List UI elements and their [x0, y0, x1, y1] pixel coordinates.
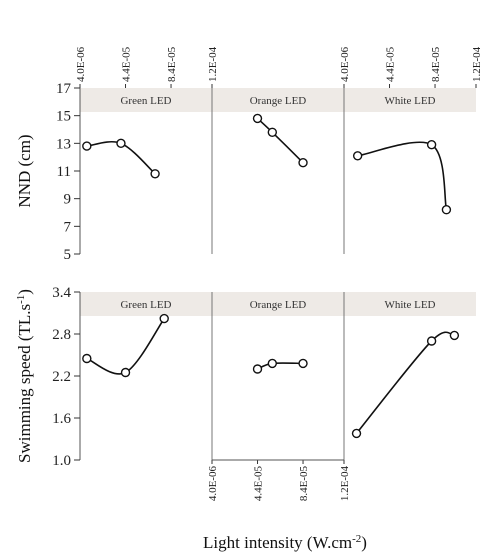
y-tick-label: 13 — [56, 136, 71, 152]
x-axis-title-end: ) — [361, 533, 367, 552]
x-axis-title-text: Light intensity (W.cm — [203, 533, 352, 552]
y-tick-label: 5 — [64, 247, 72, 263]
top-x-tick-label: 4.0E-06 — [339, 46, 351, 82]
data-point — [116, 138, 126, 149]
data-point — [82, 141, 92, 151]
top-x-tick-label: 4.4E-05 — [121, 46, 133, 82]
bottom-x-tick-label: 1.2E-04 — [339, 466, 351, 502]
data-point — [298, 358, 308, 369]
panel-title: Orange LED — [250, 299, 307, 311]
y-axis-title-end: ) — [15, 289, 34, 295]
bottom-x-tick-label: 8.4E-05 — [298, 466, 310, 502]
data-point — [120, 367, 131, 378]
data-point — [426, 140, 437, 150]
top-x-tick-label: 8.4E-05 — [166, 46, 178, 82]
panel-header-band — [80, 88, 476, 112]
y-axis-title-text: Swimming speed (TL.s — [15, 304, 34, 463]
panel-title: Green LED — [120, 95, 171, 107]
bottom-x-tick-label: 4.0E-06 — [207, 466, 219, 502]
data-point — [252, 364, 263, 374]
data-point — [449, 330, 460, 341]
y-tick-label: 2.8 — [52, 327, 71, 343]
bottom-x-tick-label: 4.4E-05 — [253, 466, 265, 502]
panel-title: White LED — [384, 95, 435, 107]
series-line — [256, 117, 304, 164]
data-point — [441, 205, 452, 215]
top-x-tick-label: 1.2E-04 — [471, 46, 483, 82]
panel-title: White LED — [384, 299, 435, 311]
x-axis-title: Light intensity (W.cm-2) — [203, 533, 367, 552]
chart-rows: 4.0E-06 4.4E-05 8.4E-05 1.2E-04 4.0E-06 4.4E-… — [15, 46, 483, 501]
y-tick-label: 15 — [56, 109, 71, 125]
data-point — [351, 428, 362, 439]
data-point — [267, 127, 278, 137]
y-tick-label: 7 — [64, 219, 72, 235]
y-axis-title: Swimming speed (TL.s-1) — [15, 289, 34, 463]
y-tick-label: 17 — [56, 81, 72, 97]
top-x-tick-label: 4.4E-05 — [385, 46, 397, 82]
series-line — [357, 141, 448, 210]
data-point — [298, 157, 308, 168]
y-tick-label: 11 — [57, 164, 71, 180]
series-line — [355, 331, 455, 434]
top-x-tick-label: 1.2E-04 — [207, 46, 219, 82]
data-point — [426, 336, 437, 346]
y-tick-label: 3.4 — [52, 285, 71, 301]
y-axis-title-text: NND (cm) — [15, 134, 34, 207]
series-line — [257, 362, 304, 370]
data-point — [352, 151, 363, 161]
panel-title: Green LED — [120, 299, 171, 311]
data-point — [267, 358, 278, 369]
y-tick-label: 1.6 — [52, 411, 71, 427]
y-axis-title-sup: -1 — [15, 295, 27, 304]
y-tick-label: 9 — [64, 192, 72, 208]
panel-title: Orange LED — [250, 95, 307, 107]
data-point — [252, 113, 263, 124]
y-tick-label: 1.0 — [52, 453, 71, 469]
y-tick-label: 2.2 — [52, 369, 71, 385]
x-axis-title-sup: -2 — [352, 533, 361, 545]
data-point — [159, 313, 169, 324]
data-point — [150, 169, 160, 179]
panel-header-band — [80, 292, 476, 316]
top-x-tick-label: 4.0E-06 — [75, 46, 87, 82]
y-axis-title: NND (cm) — [15, 134, 34, 207]
series-line — [86, 318, 165, 375]
top-x-tick-label: 8.4E-05 — [430, 46, 442, 82]
data-point — [82, 353, 92, 364]
